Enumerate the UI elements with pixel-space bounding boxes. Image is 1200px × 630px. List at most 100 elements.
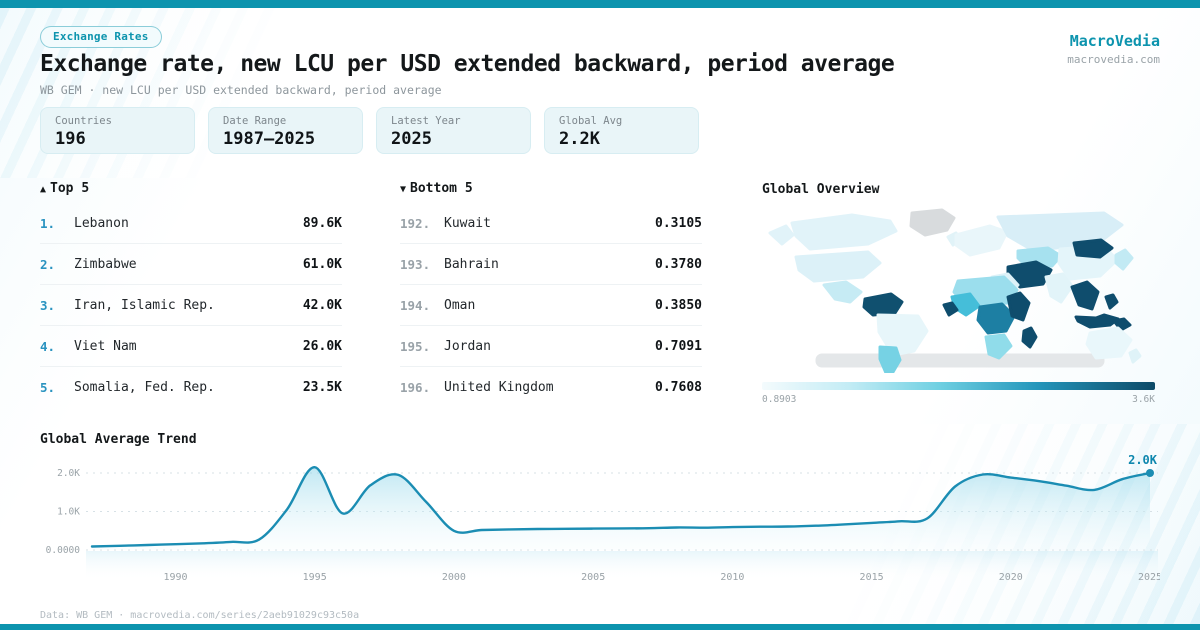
x-tick-label: 2005 [581, 572, 605, 583]
y-tick-label: 2.0K [57, 468, 80, 479]
list-item: 196. United Kingdom 0.7608 [400, 367, 702, 407]
map-region-philippines [1104, 293, 1119, 310]
country-name: Jordan [444, 338, 491, 354]
top5-list: 1. Lebanon 89.6K 2. Zimbabwe 61.0K 3. Iran, Isl… [40, 203, 342, 407]
country-name: Somalia, Fed. Rep. [74, 379, 215, 395]
map-region-argentina [878, 345, 902, 373]
scale-max-label: 3.6K [1132, 394, 1155, 405]
country-value: 0.7091 [655, 338, 702, 354]
rank-number: 194. [400, 297, 431, 313]
country-value: 0.7608 [655, 379, 702, 395]
stat-card: Global Avg 2.2K [544, 107, 699, 154]
map-region-canada [790, 213, 898, 251]
list-item: 192. Kuwait 0.3105 [400, 203, 702, 244]
list-item: 2. Zimbabwe 61.0K [40, 244, 342, 285]
country-value: 26.0K [302, 338, 342, 354]
rank-number: 193. [400, 256, 431, 272]
map-region-europe [954, 224, 1009, 257]
chart-content: 0.0000 1.0K 2.0K 1990 1995 2000 2005 2010 2015 20… [46, 453, 1160, 583]
map-region-antarctica [815, 353, 1105, 368]
map-region-india [1044, 272, 1074, 304]
list-item: 1. Lebanon 89.6K [40, 203, 342, 244]
country-value: 42.0K [302, 297, 342, 313]
map-region-southern-africa [984, 333, 1013, 360]
country-value: 0.3780 [655, 256, 702, 272]
top5-header-label: Top 5 [50, 181, 90, 196]
bottom5-header-label: Bottom 5 [410, 181, 473, 196]
map-region-mexico [822, 280, 863, 304]
map-region-greenland [909, 208, 956, 237]
trend-panel: Global Average Trend 0.0000 1.0K 2.0K 1990 1… [40, 432, 1160, 593]
map-region-korea-japan [1114, 248, 1134, 271]
brand-url: macrovedia.com [1067, 53, 1160, 66]
x-tick-label: 2020 [999, 572, 1023, 583]
bottom-accent-bar [0, 624, 1200, 630]
y-tick-label: 1.0K [57, 507, 80, 518]
stat-value: 2.2K [559, 129, 600, 149]
top-accent-bar [0, 0, 1200, 8]
top5-panel: ▲ Top 5 1. Lebanon 89.6K 2. Zimbabwe 61.0K 3. Ir… [40, 181, 342, 407]
world-map [768, 208, 1142, 373]
stat-card: Countries 196 [40, 107, 195, 154]
brand-block: MacroVedia macrovedia.com [1067, 32, 1160, 66]
stat-card: Date Range 1987—2025 [208, 107, 363, 154]
stat-value: 2025 [391, 129, 432, 149]
country-value: 61.0K [302, 256, 342, 272]
list-item: 4. Viet Nam 26.0K [40, 326, 342, 367]
scale-min-label: 0.8903 [762, 394, 797, 405]
rank-number: 192. [400, 215, 431, 231]
rank-number: 3. [40, 297, 56, 313]
trend-line [90, 466, 1152, 548]
stat-label: Latest Year [391, 115, 461, 127]
bottom5-header: ▼ Bottom 5 [400, 181, 702, 196]
map-region-se-asia [1070, 280, 1100, 311]
map-region-brazil [876, 313, 929, 357]
map-region-alaska [768, 224, 795, 246]
rank-number: 195. [400, 338, 431, 354]
country-name: Iran, Islamic Rep. [74, 297, 215, 313]
x-tick-label: 2025 [1138, 572, 1160, 583]
map-region-usa [794, 250, 882, 283]
x-tick-label: 1990 [163, 572, 187, 583]
map-region-east-africa [1006, 291, 1031, 322]
map-region-mongolia [1072, 238, 1114, 259]
stat-value: 196 [55, 129, 86, 149]
triangle-up-icon: ▲ [40, 184, 47, 195]
stat-label: Global Avg [559, 115, 623, 127]
list-item: 194. Oman 0.3850 [400, 285, 702, 326]
country-value: 0.3850 [655, 297, 702, 313]
country-value: 0.3105 [655, 215, 702, 231]
stat-cards: Countries 196 Date Range 1987—2025 Latest Ye… [40, 107, 699, 154]
map-region-new-zealand [1128, 348, 1142, 364]
x-tick-label: 1995 [303, 572, 327, 583]
x-tick-label: 2000 [442, 572, 466, 583]
country-value: 89.6K [302, 215, 342, 231]
country-name: Lebanon [74, 215, 129, 231]
list-item: 193. Bahrain 0.3780 [400, 244, 702, 285]
page-subtitle: WB GEM · new LCU per USD extended backwa… [40, 83, 442, 97]
rank-number: 4. [40, 338, 56, 354]
rank-number: 1. [40, 215, 56, 231]
y-tick-label: 0.0000 [46, 545, 81, 556]
trend-title: Global Average Trend [40, 432, 197, 447]
country-value: 23.5K [302, 379, 342, 395]
triangle-down-icon: ▼ [400, 184, 407, 195]
trend-chart-svg: 0.0000 1.0K 2.0K 1990 1995 2000 2005 2010 2015 20… [46, 453, 1160, 583]
x-tick-label: 2010 [720, 572, 744, 583]
area-fill [92, 467, 1150, 550]
map-title: Global Overview [762, 182, 880, 197]
rank-number: 5. [40, 379, 56, 395]
bottom5-panel: ▼ Bottom 5 192. Kuwait 0.3105 193. Bahrain 0.3… [400, 181, 702, 407]
x-tick-label: 2015 [860, 572, 884, 583]
map-region-colombia-venezuela [862, 292, 904, 317]
data-source: Data: WB GEM · macrovedia.com/series/2ae… [40, 610, 360, 621]
end-value-label: 2.0K [1128, 453, 1158, 467]
map-region-madagascar [1021, 326, 1038, 349]
country-name: United Kingdom [444, 379, 554, 395]
country-name: Bahrain [444, 256, 499, 272]
top5-header: ▲ Top 5 [40, 181, 342, 196]
map-scale-labels: 0.8903 3.6K [762, 394, 1155, 405]
end-point-dot [1146, 469, 1154, 477]
map-region-guinea [942, 301, 959, 317]
map-panel: Global Overview [762, 182, 1155, 405]
